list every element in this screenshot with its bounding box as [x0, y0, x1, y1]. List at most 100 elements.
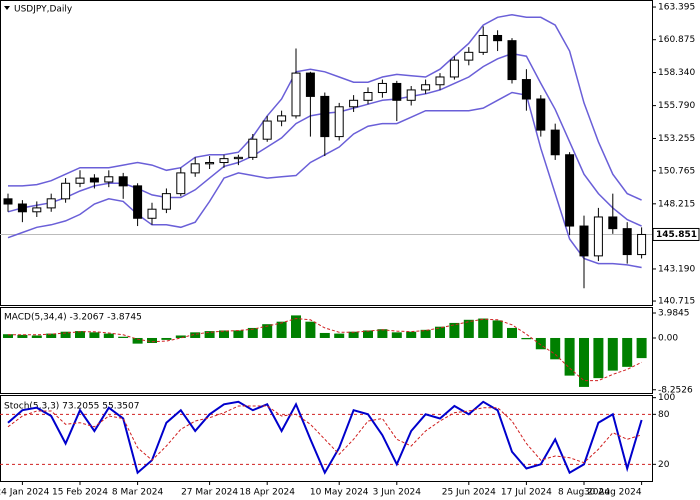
- candle-body: [320, 95, 330, 138]
- candle-body: [493, 34, 503, 42]
- candle-body: [550, 129, 560, 156]
- macd-bar: [492, 320, 503, 338]
- candle-body: [377, 82, 387, 94]
- candle-body: [262, 120, 272, 140]
- candle-body: [75, 177, 85, 184]
- x-tick-label: 27 Mar 2024: [181, 488, 238, 498]
- candle-body: [507, 40, 517, 81]
- y-tick-label: 155.790: [658, 101, 695, 111]
- candle-body: [176, 172, 186, 195]
- candle-body: [464, 51, 474, 61]
- y-tick-label: 140.715: [658, 297, 695, 307]
- macd-bar: [550, 337, 561, 360]
- macd-bar: [334, 333, 345, 338]
- macd-bar: [291, 315, 301, 338]
- y-tick-label: 100: [658, 393, 675, 403]
- y-tick-label: 150.765: [658, 166, 695, 176]
- candle-body: [248, 138, 258, 158]
- candle-body: [291, 72, 301, 117]
- candle-body: [449, 59, 459, 78]
- macd-bar: [247, 327, 258, 338]
- macd-panel: [0, 307, 653, 394]
- macd-bar: [190, 332, 201, 338]
- x-tick-label: 8 Mar 2024: [112, 488, 164, 498]
- macd-bar: [420, 329, 431, 338]
- candle-body: [536, 98, 546, 131]
- candle-body: [608, 216, 618, 230]
- macd-bar: [507, 327, 517, 338]
- candle-body: [565, 154, 575, 227]
- y-tick-label: 160.875: [658, 35, 695, 45]
- macd-bar: [564, 337, 575, 376]
- candle-body: [579, 225, 589, 257]
- macd-bar: [391, 332, 402, 338]
- last-price-label: 145.851: [656, 230, 697, 240]
- macd-bar: [75, 331, 85, 338]
- macd-title: MACD(5,34,4) -3.2067 -3.8745: [4, 313, 142, 323]
- x-tick-label: 18 Apr 2024: [239, 488, 295, 498]
- stoch-line: [7, 405, 642, 464]
- macd-bar: [31, 335, 42, 338]
- candle-body: [305, 72, 315, 97]
- y-tick-label: 3.9845: [658, 308, 690, 318]
- candle-body: [104, 176, 114, 183]
- macd-bar: [262, 324, 273, 338]
- signal-line: [8, 317, 642, 382]
- macd-bar: [46, 333, 57, 338]
- candle-body: [435, 76, 445, 86]
- candle-body: [133, 185, 143, 219]
- candle-body: [233, 156, 243, 160]
- y-tick-label: 80: [658, 410, 670, 420]
- band-upper: [8, 13, 642, 201]
- candle-body: [61, 182, 71, 200]
- candle-body: [521, 79, 531, 100]
- candle-body: [363, 92, 373, 101]
- y-tick-label: 153.255: [658, 134, 695, 144]
- macd-bar: [3, 334, 13, 338]
- macd-bar: [449, 322, 460, 338]
- candle-body: [46, 198, 56, 209]
- macd-bar: [535, 337, 546, 350]
- candle-body: [392, 82, 402, 101]
- macd-bar: [276, 321, 287, 338]
- x-tick-label: 30 Aug 2024: [584, 488, 642, 498]
- candle-body: [593, 216, 603, 257]
- macd-bar: [478, 318, 489, 338]
- macd-bar: [17, 334, 28, 338]
- macd-bar: [103, 333, 114, 338]
- y-tick-label: 148.215: [658, 199, 695, 209]
- candle-body: [118, 176, 128, 187]
- macd-bar: [348, 331, 359, 338]
- stoch-line: [7, 400, 643, 475]
- candle-body: [161, 193, 171, 210]
- y-tick-label: 163.395: [658, 3, 695, 13]
- macd-bar: [219, 330, 229, 338]
- candle-body: [147, 208, 157, 219]
- x-tick-label: 15 Feb 2024: [52, 488, 108, 498]
- x-tick-label: 3 Jun 2024: [373, 488, 422, 498]
- stoch-panel: [0, 395, 653, 482]
- macd-bar: [305, 321, 316, 338]
- macd-bar: [319, 332, 330, 338]
- macd-bar: [622, 337, 633, 367]
- macd-bar: [377, 329, 388, 338]
- candle-body: [3, 198, 13, 205]
- candle-body: [406, 89, 416, 101]
- candle-body: [205, 162, 215, 165]
- macd-bar: [233, 330, 244, 338]
- y-tick-label: 158.340: [658, 68, 695, 78]
- candle-body: [421, 84, 431, 91]
- candle-body: [190, 163, 200, 174]
- macd-bar: [607, 337, 618, 371]
- macd-bar: [89, 332, 100, 338]
- macd-bar: [406, 331, 417, 338]
- y-tick-label: 20: [658, 460, 670, 470]
- x-tick-label: 17 Jul 2024: [501, 488, 552, 498]
- last-price-box: [652, 227, 700, 241]
- candle-body: [32, 207, 42, 213]
- candle-body: [277, 115, 287, 122]
- macd-bar: [579, 337, 589, 387]
- macd-bar: [363, 330, 373, 338]
- x-tick-label: 8 Aug 2024: [558, 488, 610, 498]
